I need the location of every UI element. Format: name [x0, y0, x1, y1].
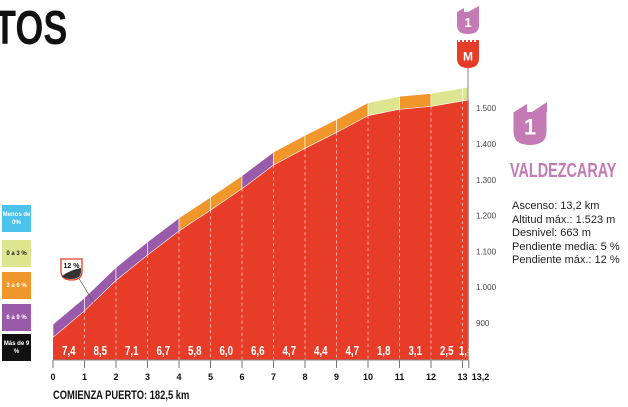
x-tick-label: 7	[271, 372, 276, 382]
segment-gradient-label: 6,0	[219, 345, 233, 359]
y-tick-label: 1.400	[476, 140, 497, 149]
segment-gradient-label: 3,1	[408, 345, 422, 359]
segment-gradient-label: 6,7	[156, 345, 170, 359]
climb-name: VALDEZCARAY	[510, 160, 617, 182]
summit-finish-badge: M	[457, 40, 479, 68]
page-title: TOS	[0, 2, 68, 55]
segment-gradient-label: 4,4	[314, 345, 328, 359]
segment-gradient-label: 5,8	[188, 345, 202, 359]
stat-ascent: Ascenso: 13,2 km	[512, 200, 600, 212]
profile-area	[53, 99, 469, 360]
x-tick-label: 2	[113, 372, 118, 382]
svg-text:1: 1	[524, 114, 536, 139]
legend-item: Menos de 0%	[2, 205, 31, 232]
max-gradient-marker: 12 %	[60, 258, 95, 304]
segment-gradient-label: 1,8	[377, 345, 391, 359]
y-tick-label: 1.100	[476, 247, 497, 256]
y-tick-label: 1.000	[476, 283, 497, 292]
gradient-band-segment	[462, 86, 470, 102]
stat-elevation-gain: Desnivel: 663 m	[512, 227, 591, 239]
category-badge: 1	[457, 6, 479, 34]
x-tick-label: 12	[426, 372, 436, 382]
legend-item: Más de 9 %	[2, 334, 31, 361]
svg-text:1: 1	[464, 15, 471, 30]
segment-gradient-label: 1,4	[459, 345, 473, 359]
x-tick-label: 0	[50, 372, 55, 382]
segment-gradient-label: 4,7	[345, 345, 359, 359]
segment-gradient-label: 7,4	[62, 345, 76, 359]
segment-gradient-label: 8,5	[93, 345, 107, 359]
segment-gradient-label: 7,1	[125, 345, 139, 359]
x-tick-label: 13,2	[472, 372, 490, 382]
stat-avg-gradient: Pendiente media: 5 %	[512, 240, 620, 253]
y-tick-label: 1.200	[476, 212, 497, 221]
svg-text:M: M	[463, 49, 473, 63]
climb-start-label: COMIENZA PUERTO: 182,5 km	[53, 388, 190, 402]
x-tick-label: 13	[457, 372, 467, 382]
x-tick-label: 5	[208, 372, 213, 382]
legend-item: 0 a 3 %	[2, 240, 31, 267]
x-tick-label: 10	[363, 372, 373, 382]
x-tick-label: 8	[302, 372, 307, 382]
y-tick-label: 900	[476, 319, 490, 328]
stat-max-altitude: Altitud máx.: 1.523 m	[512, 213, 616, 226]
x-tick-label: 9	[334, 372, 339, 382]
max-gradient-label: 12 %	[64, 263, 81, 270]
x-tick-label: 11	[395, 372, 405, 382]
y-tick-label: 1.500	[476, 104, 497, 113]
category-badge-large: 1	[513, 102, 547, 145]
segment-gradient-label: 4,7	[282, 345, 296, 359]
gradient-band-segment	[399, 93, 432, 110]
x-tick-label: 4	[176, 372, 181, 382]
segment-gradient-label: 2,5	[440, 345, 454, 359]
legend-item: 6 a 9 %	[2, 304, 31, 331]
y-tick-label: 1.300	[476, 176, 497, 185]
x-tick-label: 1	[82, 372, 87, 382]
legend-item: 3 a 6 %	[2, 272, 31, 299]
x-tick-label: 6	[239, 372, 244, 382]
x-tick-label: 3	[145, 372, 150, 382]
climb-stats: Ascenso: 13,2 km Altitud máx.: 1.523 m D…	[512, 200, 620, 268]
segment-gradient-label: 6,6	[251, 345, 265, 359]
stat-max-gradient: Pendiente máx.: 12 %	[512, 254, 620, 266]
